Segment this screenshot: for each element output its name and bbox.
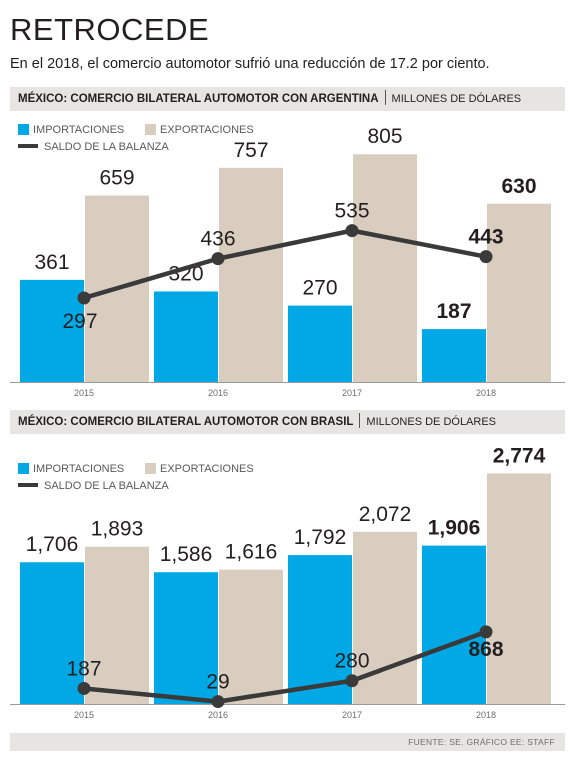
balance-value-label: 535 <box>334 200 369 223</box>
source-label: FUENTE: SE. GRÁFICO EE: STAFF <box>408 737 555 747</box>
page-subtitle: En el 2018, el comercio automotor sufrió… <box>10 56 490 72</box>
chart-argentina: 361 659 2015 320 757 2016 270 805 2017 187 630 2018… <box>10 125 565 398</box>
legend-imports: IMPORTACIONES <box>18 123 124 137</box>
chart-unit-brasil: MILLONES DE DÓLARES <box>366 416 497 428</box>
import-bar <box>288 555 352 704</box>
legend-imports-label: IMPORTACIONES <box>33 463 125 475</box>
export-bar <box>353 154 417 382</box>
exports-swatch <box>145 462 156 474</box>
balance-point <box>345 224 359 238</box>
legend-balance-label: SALDO DE LA BALANZA <box>44 480 169 492</box>
import-value-label: 320 <box>168 262 203 285</box>
export-value-label: 1,893 <box>91 518 144 541</box>
balance-line <box>83 228 487 301</box>
balance-line-swatch <box>18 483 38 488</box>
balance-value-label: 436 <box>200 228 235 251</box>
export-bar <box>487 473 551 704</box>
header-divider <box>359 413 361 429</box>
balance-point <box>211 252 225 266</box>
import-bar <box>154 291 218 382</box>
balance-value-label: 443 <box>468 226 503 249</box>
exports-swatch <box>145 123 156 135</box>
export-bar <box>487 203 551 382</box>
legend-exports: EXPORTACIONES <box>145 462 254 476</box>
legend-exports-label: EXPORTACIONES <box>160 124 254 136</box>
balance-point <box>77 681 91 695</box>
import-bar <box>154 572 218 704</box>
balance-point <box>479 625 493 639</box>
export-value-label: 1,616 <box>225 541 278 564</box>
import-value-label: 1,586 <box>160 543 213 566</box>
chart-brasil: 1,706 1,893 2015 1,586 1,616 2016 1,792 2,072 20… <box>10 444 565 720</box>
source-footer: FUENTE: SE. GRÁFICO EE: STAFF <box>10 733 565 751</box>
export-value-label: 757 <box>233 139 268 162</box>
export-bar <box>85 546 149 704</box>
chart-title-brasil: MÉXICO: COMERCIO BILATERAL AUTOMOTOR CON… <box>18 416 354 428</box>
legend-balance: SALDO DE LA BALANZA <box>18 479 169 493</box>
balance-point <box>211 695 225 709</box>
balance-line <box>83 629 487 704</box>
balance-value-label: 187 <box>66 657 101 680</box>
balance-point <box>77 291 91 305</box>
balance-value-label: 280 <box>334 650 369 673</box>
import-bar <box>20 279 84 382</box>
balance-value-label: 297 <box>62 310 97 333</box>
year-tick-label: 2015 <box>74 388 94 398</box>
year-tick-label: 2018 <box>476 388 496 398</box>
chart-header-brasil: MÉXICO: COMERCIO BILATERAL AUTOMOTOR CON… <box>10 410 565 434</box>
year-tick-label: 2018 <box>476 710 496 720</box>
import-value-label: 1,706 <box>26 533 79 556</box>
import-value-label: 361 <box>34 251 69 274</box>
year-tick-label: 2015 <box>74 710 94 720</box>
import-value-label: 1,906 <box>428 517 481 540</box>
import-value-label: 187 <box>436 300 471 323</box>
export-value-label: 659 <box>99 167 134 190</box>
import-bar <box>422 545 486 704</box>
year-tick-label: 2016 <box>208 388 228 398</box>
balance-point <box>479 250 493 264</box>
chart-header-argentina: MÉXICO: COMERCIO BILATERAL AUTOMOTOR CON… <box>10 87 565 111</box>
import-bar <box>422 329 486 382</box>
import-value-label: 270 <box>302 277 337 300</box>
page-title: RETROCEDE <box>10 12 210 47</box>
balance-point <box>345 674 359 688</box>
year-tick-label: 2016 <box>208 710 228 720</box>
legend-imports-label: IMPORTACIONES <box>33 124 125 136</box>
export-value-label: 630 <box>501 175 536 198</box>
legend-imports: IMPORTACIONES <box>18 462 124 476</box>
legend-balance: SALDO DE LA BALANZA <box>18 140 169 154</box>
export-bar <box>219 167 283 382</box>
chart-title-argentina: MÉXICO: COMERCIO BILATERAL AUTOMOTOR CON… <box>18 93 379 105</box>
header-divider <box>384 90 386 106</box>
imports-swatch <box>18 462 29 474</box>
import-bar <box>288 305 352 382</box>
year-tick-label: 2017 <box>342 388 362 398</box>
legend-exports: EXPORTACIONES <box>145 123 254 137</box>
balance-value-label: 868 <box>468 638 503 661</box>
balance-line-swatch <box>18 144 38 149</box>
legend-exports-label: EXPORTACIONES <box>160 463 254 475</box>
import-bar <box>20 562 84 704</box>
imports-swatch <box>18 123 29 135</box>
export-bar <box>219 569 283 704</box>
legend-balance-label: SALDO DE LA BALANZA <box>44 141 169 153</box>
chart-unit-argentina: MILLONES DE DÓLARES <box>391 93 522 105</box>
export-value-label: 2,072 <box>359 503 412 526</box>
balance-value-label: 29 <box>206 671 229 694</box>
export-value-label: 2,774 <box>493 444 546 467</box>
import-value-label: 1,792 <box>294 526 347 549</box>
year-tick-label: 2017 <box>342 710 362 720</box>
export-value-label: 805 <box>367 125 402 148</box>
